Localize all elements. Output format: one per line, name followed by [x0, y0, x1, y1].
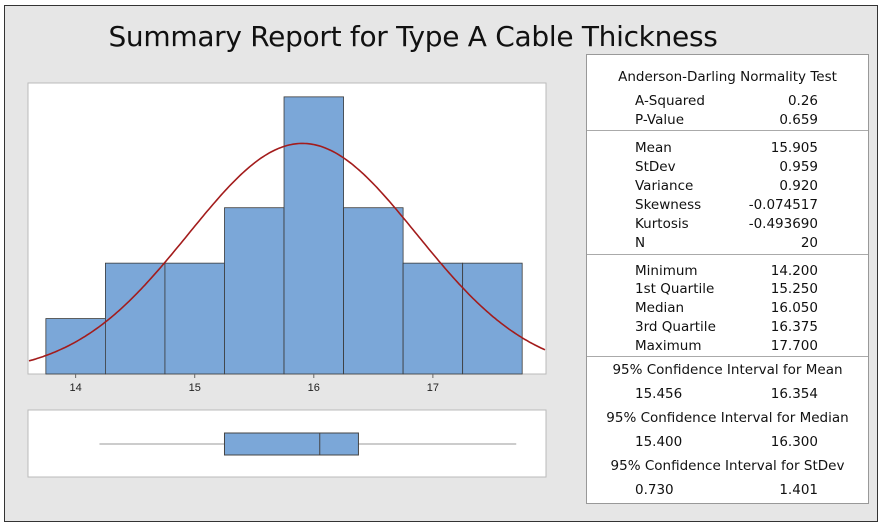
stat-label: N	[635, 235, 646, 251]
stat-label: A-Squared	[635, 93, 705, 109]
stat-value: 15.905	[770, 140, 818, 156]
stat-label: Skewness	[635, 197, 702, 213]
x-tick-label: 17	[427, 382, 439, 394]
stat-label: Variance	[635, 178, 694, 194]
histogram-bar	[283, 96, 344, 375]
ci-stdev-low: 0.730	[635, 482, 674, 498]
ci-median-high: 16.300	[770, 434, 818, 450]
stat-value: 20	[800, 235, 818, 251]
divider	[587, 254, 868, 255]
boxplot	[99, 432, 517, 456]
stat-label: Kurtosis	[635, 216, 689, 232]
histogram-bar	[105, 262, 166, 375]
ad-test-title: Anderson-Darling Normality Test	[618, 69, 837, 85]
x-tick-label: 15	[189, 382, 201, 394]
histogram-bar	[462, 262, 523, 375]
stat-value: -0.493690	[748, 216, 818, 232]
divider	[587, 130, 868, 131]
stat-label: P-Value	[635, 112, 684, 128]
stat-label: Median	[635, 300, 685, 316]
stat-value: 15.250	[770, 281, 818, 297]
stat-value: 16.050	[770, 300, 818, 316]
normal-fit-curve	[28, 142, 546, 362]
histogram-bar	[343, 207, 404, 375]
ci-median-title: 95% Confidence Interval for Median	[606, 410, 849, 426]
ci-median-low: 15.400	[635, 434, 683, 450]
stat-value: 0.959	[779, 159, 818, 175]
stat-label: Maximum	[635, 338, 702, 354]
x-tick-label: 16	[308, 382, 320, 394]
ci-mean-title: 95% Confidence Interval for Mean	[612, 362, 843, 378]
ci-stdev-title: 95% Confidence Interval for StDev	[610, 458, 845, 474]
histogram-bars	[45, 96, 523, 375]
stat-value: 17.700	[770, 338, 818, 354]
stat-value: 0.659	[779, 112, 818, 128]
stat-label: Minimum	[635, 263, 698, 279]
histogram-bar	[402, 262, 464, 375]
ci-mean-high: 16.354	[770, 386, 818, 402]
stat-label: 3rd Quartile	[635, 319, 716, 335]
stat-label: StDev	[635, 159, 676, 175]
ci-stdev-high: 1.401	[779, 482, 818, 498]
stat-value: 14.200	[770, 263, 818, 279]
report-title: Summary Report for Type A Cable Thicknes…	[108, 20, 718, 53]
stat-value: -0.074517	[748, 197, 818, 213]
stat-value: 16.375	[770, 319, 818, 335]
divider	[587, 356, 868, 357]
histogram-bar	[164, 262, 225, 375]
stat-label: 1st Quartile	[635, 281, 715, 297]
statistics-panel: Anderson-Darling Normality Test A-Square…	[586, 54, 869, 504]
stat-value: 0.26	[787, 93, 818, 109]
x-tick-label: 14	[70, 382, 82, 394]
x-axis-ticks: 14 15 16 17	[70, 374, 439, 394]
stat-value: 0.920	[779, 178, 818, 194]
histogram-bar	[45, 318, 106, 375]
iqr-box	[223, 432, 359, 456]
ci-mean-low: 15.456	[635, 386, 683, 402]
stat-label: Mean	[635, 140, 672, 156]
histogram-bar	[224, 207, 285, 375]
